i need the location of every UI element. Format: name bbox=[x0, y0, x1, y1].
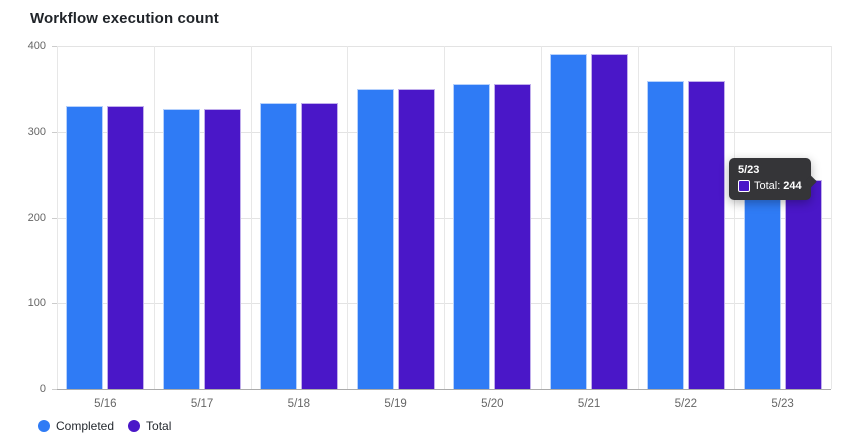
total-series-swatch-icon bbox=[738, 180, 750, 193]
bar-completed-5/21[interactable] bbox=[550, 53, 588, 389]
x-gridline bbox=[57, 46, 58, 389]
tooltip-series-label: Total: bbox=[754, 180, 781, 193]
x-axis-label: 5/21 bbox=[577, 398, 601, 410]
bar-completed-5/22[interactable] bbox=[646, 81, 684, 389]
bar-completed-5/17[interactable] bbox=[163, 108, 201, 389]
bar-completed-5/23[interactable] bbox=[743, 196, 781, 389]
chart-title: Workflow execution count bbox=[30, 10, 219, 27]
y-axis-tick bbox=[52, 389, 57, 390]
y-axis-label: 0 bbox=[39, 383, 46, 395]
bar-total-5/21[interactable] bbox=[591, 53, 629, 389]
x-axis-label: 5/20 bbox=[481, 398, 504, 410]
y-axis-tick bbox=[52, 217, 57, 219]
bar-total-5/17[interactable] bbox=[204, 108, 242, 389]
x-gridline bbox=[540, 46, 542, 389]
legend-item-total[interactable]: Total bbox=[128, 419, 171, 433]
x-axis-label: 5/16 bbox=[94, 398, 117, 410]
y-axis-label: 100 bbox=[27, 297, 46, 310]
y-axis-tick bbox=[52, 46, 57, 47]
x-gridline bbox=[153, 46, 155, 389]
bar-total-5/22[interactable] bbox=[687, 81, 725, 389]
x-gridline bbox=[250, 46, 252, 389]
bar-completed-5/18[interactable] bbox=[259, 102, 297, 389]
bar-completed-5/20[interactable] bbox=[453, 83, 491, 389]
x-axis-line bbox=[57, 389, 831, 390]
x-axis-label: 5/23 bbox=[771, 398, 794, 410]
y-axis-label: 400 bbox=[27, 40, 46, 52]
bar-total-5/23[interactable] bbox=[784, 179, 822, 389]
tooltip-series-row: Total: 244 bbox=[738, 179, 802, 193]
bar-completed-5/16[interactable] bbox=[66, 106, 104, 389]
x-gridline bbox=[444, 46, 445, 389]
x-gridline bbox=[831, 46, 832, 389]
y-axis-label: 200 bbox=[27, 211, 46, 224]
x-gridline bbox=[347, 46, 349, 389]
x-gridline bbox=[637, 46, 639, 389]
x-axis-label: 5/22 bbox=[674, 398, 698, 410]
bar-total-5/16[interactable] bbox=[107, 106, 145, 389]
legend-label-completed: Completed bbox=[56, 419, 115, 433]
bar-total-5/18[interactable] bbox=[300, 102, 338, 389]
chart-legend: Completed Total bbox=[38, 419, 171, 433]
legend-marker-total-icon bbox=[128, 420, 141, 432]
bar-total-5/19[interactable] bbox=[397, 88, 435, 389]
legend-item-completed[interactable]: Completed bbox=[38, 419, 114, 433]
chart-tooltip: 5/23 Total: 244 bbox=[729, 158, 817, 200]
bar-total-5/20[interactable] bbox=[494, 83, 532, 389]
legend-label-total: Total bbox=[146, 419, 172, 433]
x-axis-label: 5/17 bbox=[190, 398, 214, 410]
x-axis-label: 5/18 bbox=[287, 398, 311, 410]
y-axis-tick bbox=[52, 131, 57, 133]
bar-completed-5/19[interactable] bbox=[356, 88, 394, 389]
x-axis-label: 5/19 bbox=[384, 398, 407, 410]
x-gridline bbox=[734, 46, 736, 389]
tooltip-value: 244 bbox=[783, 180, 802, 193]
tooltip-date: 5/23 bbox=[738, 164, 760, 176]
y-axis-label: 300 bbox=[27, 125, 46, 138]
legend-marker-completed-icon bbox=[38, 420, 50, 432]
y-axis-tick bbox=[52, 303, 57, 305]
